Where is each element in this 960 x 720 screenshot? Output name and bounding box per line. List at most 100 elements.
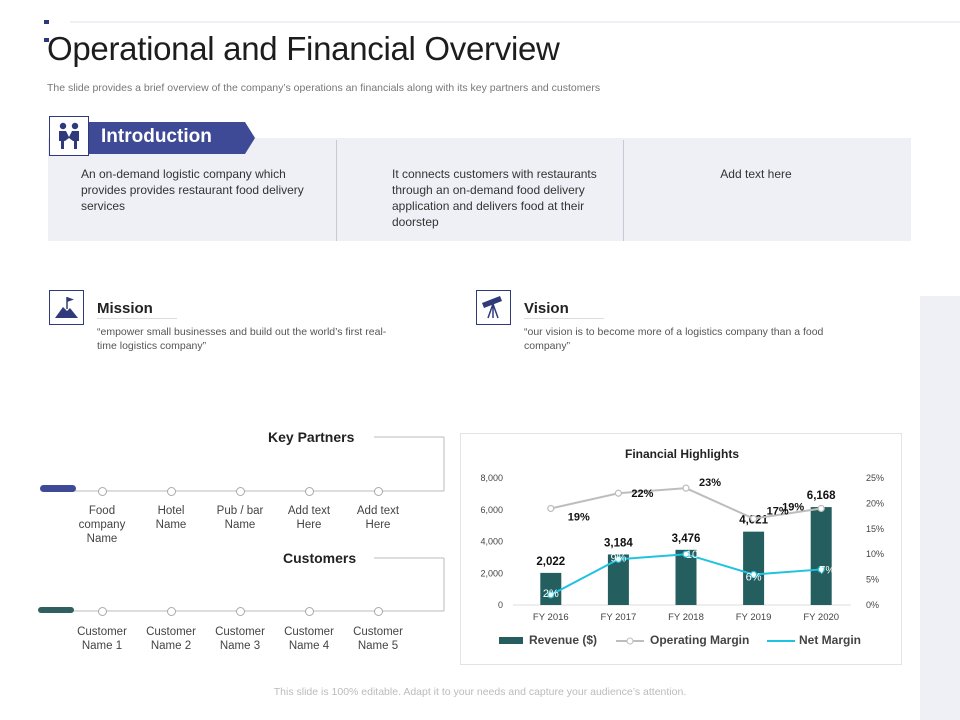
partner-label: Food company Name — [66, 504, 138, 546]
revenue-bar — [675, 549, 697, 605]
net-margin-point — [682, 550, 690, 558]
net-margin-point — [614, 555, 622, 563]
net-margin-data-label: 10 — [686, 549, 698, 561]
customer-label-line: Customer — [284, 626, 334, 638]
net-margin-point — [547, 591, 555, 599]
customers-title: Customers — [283, 550, 357, 566]
revenue-data-label: 6,168 — [807, 490, 836, 502]
customer-label-line: Customer — [77, 626, 127, 638]
operating-margin-point — [614, 489, 622, 497]
net-margin-data-label: 6% — [746, 572, 762, 584]
partner-label-line: Name — [224, 519, 256, 531]
revenue-data-label: 3,476 — [672, 533, 701, 545]
partner-label: Add text Here — [342, 504, 414, 532]
intro-text-2: It connects customers with restaurants t… — [392, 167, 597, 229]
chart-svg: Financial Highlights 0 2,000 4,000 6,000 8,00… — [480, 447, 884, 647]
y-left-tick-label: 2,000 — [480, 568, 503, 578]
vision-title: Vision — [524, 300, 569, 317]
partner-dot — [236, 487, 245, 496]
net-margin-point — [750, 570, 758, 579]
partner-dot — [98, 487, 107, 496]
revenue-bar — [607, 554, 629, 605]
customer-label: Customer Name 3 — [204, 625, 276, 653]
financial-highlights-chart: Financial Highlights 0 2,000 4,000 6,000 8,00… — [460, 433, 902, 665]
y-left-tick-label: 0 — [498, 600, 503, 610]
partner-dot — [167, 487, 176, 496]
customer-label: Customer Name 4 — [273, 625, 345, 653]
customer-label-line: Customer — [146, 626, 196, 638]
partner-dot — [305, 487, 314, 496]
vision-text: “our vision is to become more of a logis… — [524, 326, 824, 352]
intro-divider — [336, 140, 337, 241]
legend-net-margin-label: Net Margin — [799, 633, 861, 647]
net-margin-data-label: 9% — [610, 552, 626, 564]
partner-label-line: Name — [86, 533, 118, 545]
y-left-tick-label: 6,000 — [480, 505, 503, 515]
net-margin-data-label: 2% — [543, 588, 559, 600]
legend-operating-margin-marker — [626, 637, 634, 645]
key-partners-title: Key Partners — [268, 429, 355, 445]
operating-margin-data-label: 23% — [699, 477, 721, 489]
partner-label-line: Add text — [287, 505, 331, 517]
top-accent-marks — [44, 20, 58, 42]
mission-underline — [97, 318, 177, 319]
introduction-label: Introduction — [101, 126, 212, 147]
y-left-tick-label: 8,000 — [480, 473, 503, 483]
customer-label-line: Name 3 — [219, 640, 261, 652]
partners-pill — [40, 485, 76, 492]
customer-label-line: Name 1 — [81, 640, 123, 652]
customer-label: Customer Name 1 — [66, 625, 138, 653]
operating-margin-point — [817, 504, 825, 513]
mountain-flag-icon — [49, 290, 84, 325]
y-right-tick-label: 10% — [866, 549, 884, 559]
y-right-tick-label: 0% — [866, 600, 879, 610]
mission-title: Mission — [97, 300, 153, 317]
net-margin-data-label: 7% — [819, 564, 835, 576]
operating-margin-data-label: 19% — [568, 511, 590, 523]
handshake-people-icon — [49, 116, 89, 156]
intro-text-3: Add text here — [720, 167, 792, 181]
revenue-bar — [743, 531, 765, 605]
chart-title: Financial Highlights — [625, 447, 739, 461]
y-right-tick-label: 20% — [866, 498, 884, 508]
page-subtitle: The slide provides a brief overview of t… — [47, 82, 601, 94]
partner-label: Hotel Name — [135, 504, 207, 532]
top-rule — [70, 21, 960, 23]
y-right-tick-label: 25% — [866, 473, 884, 483]
partner-label-line: Here — [296, 519, 322, 531]
operating-margin-point — [547, 504, 555, 513]
introduction-panel: An on-demand logistic company which prov… — [48, 138, 911, 241]
page-title: Operational and Financial Overview — [47, 30, 560, 67]
customers-pill — [38, 607, 74, 613]
x-tick-label: FY 2019 — [736, 612, 772, 623]
partner-label-line: Name — [155, 519, 187, 531]
operating-margin-data-label: 17% — [767, 506, 789, 518]
customer-dot — [98, 607, 107, 616]
introduction-banner — [89, 122, 255, 154]
intro-text-1: An on-demand logistic company which prov… — [81, 167, 304, 213]
revenue-bar — [540, 572, 562, 605]
revenue-data-label: 2,022 — [536, 556, 565, 568]
operating-margin-data-label: 22% — [631, 488, 653, 500]
y-right-tick-label: 5% — [866, 575, 879, 585]
footer-note: This slide is 100% editable. Adapt it to… — [273, 686, 687, 698]
partner-label: Add text Here — [273, 504, 345, 532]
customer-dot — [236, 607, 245, 616]
intro-divider — [623, 140, 624, 241]
x-tick-label: FY 2016 — [533, 612, 569, 623]
revenue-bar — [810, 507, 832, 605]
x-tick-label: FY 2017 — [601, 612, 637, 623]
customer-dot — [305, 607, 314, 616]
y-left-tick-label: 4,000 — [480, 537, 503, 547]
customer-label-line: Name 2 — [150, 640, 192, 652]
partner-label: Pub / bar Name — [204, 504, 276, 532]
partner-label-line: Add text — [356, 505, 400, 517]
customer-label: Customer Name 5 — [342, 625, 414, 653]
partner-label-line: Pub / bar — [216, 505, 264, 517]
x-tick-label: FY 2020 — [803, 612, 839, 623]
customer-label-line: Customer — [353, 626, 403, 638]
partner-label-line: Food company — [78, 505, 126, 531]
operating-margin-data-label: 19% — [782, 501, 804, 513]
operating-margin-point — [750, 515, 758, 523]
vision-underline — [524, 318, 604, 319]
